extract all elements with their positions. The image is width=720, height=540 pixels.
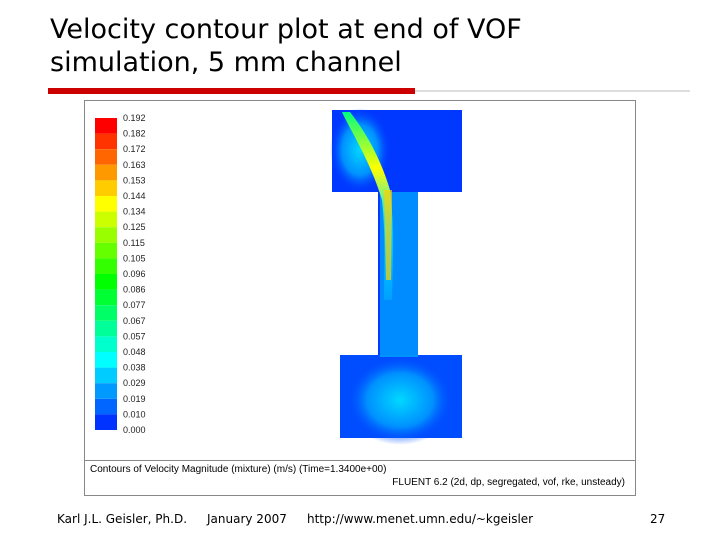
- colorbar-label: 0.057: [123, 331, 146, 341]
- colorbar-swatch: [95, 133, 117, 150]
- colorbar-label: 0.134: [123, 207, 146, 217]
- title-line: Velocity contour plot at end of VOF: [50, 14, 522, 45]
- colorbar-swatch: [95, 227, 117, 243]
- colorbar-swatch: [95, 398, 117, 415]
- colorbar-label: 0.010: [123, 409, 146, 419]
- colorbar-swatch: [95, 274, 117, 290]
- colorbar-label: 0.086: [123, 285, 146, 295]
- colorbar-swatch: [95, 289, 117, 306]
- colorbar-label: 0.029: [123, 378, 146, 388]
- colorbar-label: 0.105: [123, 253, 146, 263]
- colorbar-swatch: [95, 149, 117, 165]
- footer-url: http://www.menet.umn.edu/~kgeisler: [307, 512, 534, 526]
- colorbar-swatch: [95, 352, 117, 368]
- colorbar-label: 0.067: [123, 316, 146, 326]
- colorbar-label: 0.182: [123, 129, 146, 139]
- colorbar-label: 0.048: [123, 347, 146, 357]
- colorbar-label: 0.172: [123, 144, 146, 154]
- colorbar-swatch: [95, 164, 117, 181]
- colorbar-label: 0.125: [123, 222, 146, 232]
- colorbar-swatch: [95, 336, 117, 352]
- caption: FLUENT 6.2 (2d, dp, segregated, vof, rke…: [392, 477, 625, 488]
- colorbar-swatch: [95, 196, 117, 212]
- colorbar-swatch: [95, 320, 117, 337]
- colorbar-label: 0.115: [123, 238, 145, 248]
- colorbar-swatch: [95, 211, 117, 228]
- title-line: simulation, 5 mm channel: [50, 47, 402, 78]
- colorbar-swatch: [95, 180, 117, 196]
- colorbar-label: 0.038: [123, 363, 146, 373]
- colorbar-label: 0.192: [123, 113, 146, 123]
- contour-plot: [330, 108, 462, 445]
- colorbar-swatch: [95, 414, 117, 430]
- colorbar-label: 0.000: [123, 425, 146, 435]
- colorbar-swatch: [95, 118, 117, 134]
- page-number: 27: [650, 512, 666, 526]
- colorbar-label: 0.096: [123, 269, 146, 279]
- footer-date: January 2007: [207, 512, 287, 526]
- caption: Contours of Velocity Magnitude (mixture)…: [90, 464, 386, 475]
- colorbar-swatch: [95, 383, 117, 399]
- colorbar-swatch: [95, 242, 117, 259]
- colorbar-swatch: [95, 367, 117, 384]
- colorbar-label: 0.077: [123, 300, 146, 310]
- colorbar-label: 0.153: [123, 175, 146, 185]
- colorbar: 0.192 0.182 0.172 0.163 0.153 0.144 0.134 0.125…: [95, 113, 146, 435]
- colorbar-swatch: [95, 305, 117, 321]
- footer-author: Karl J.L. Geisler, Ph.D.: [57, 512, 188, 526]
- colorbar-label: 0.163: [123, 160, 146, 170]
- colorbar-label: 0.019: [123, 394, 146, 404]
- colorbar-swatch: [95, 258, 117, 274]
- colorbar-label: 0.144: [123, 191, 146, 201]
- rule-accent: [48, 88, 415, 94]
